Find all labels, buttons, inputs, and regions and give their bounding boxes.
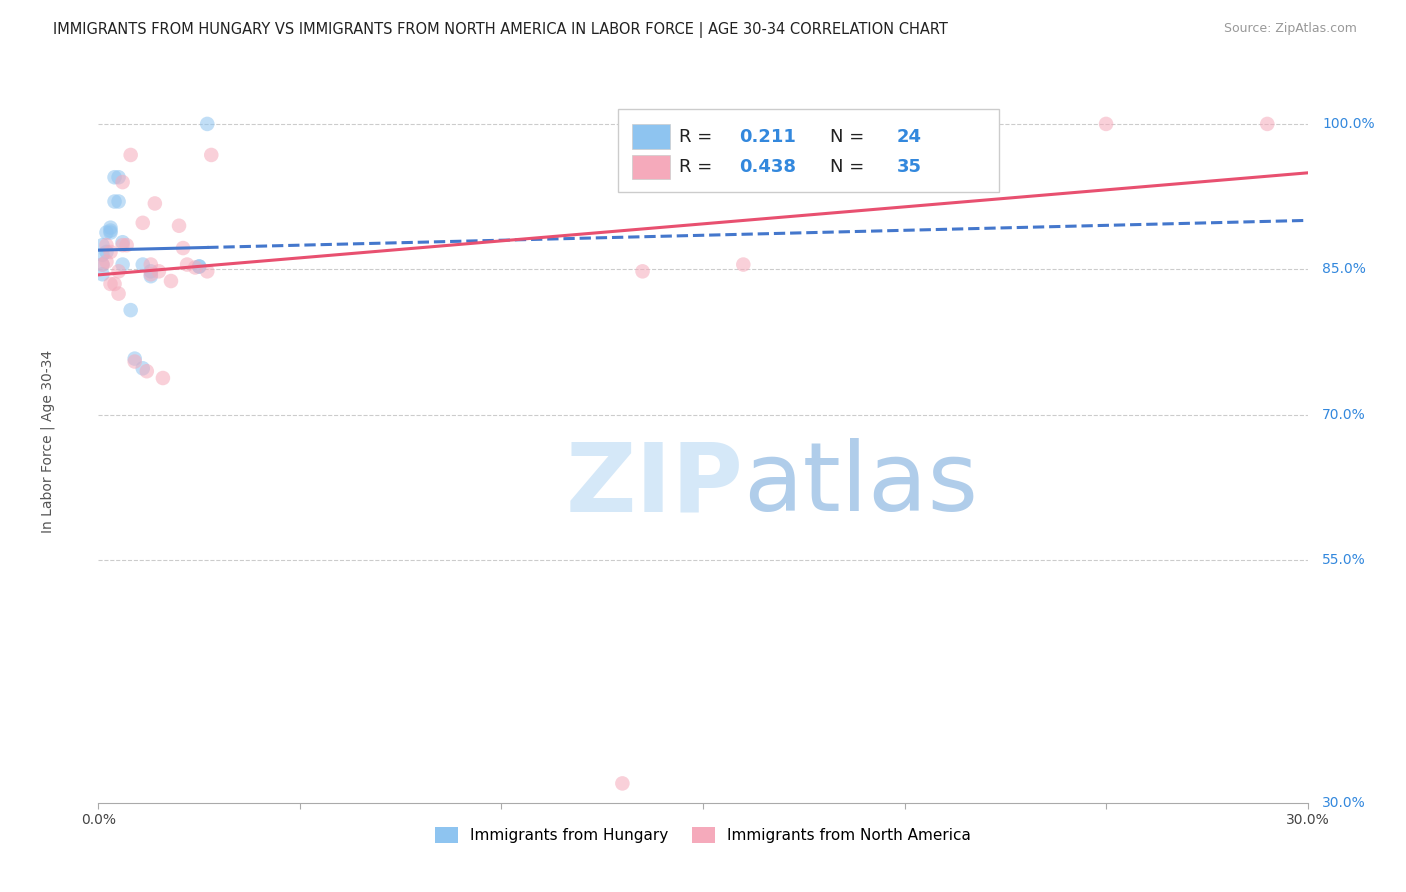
Text: N =: N = [830,158,870,176]
Point [111,238,134,252]
Point [1095,117,1118,131]
Point [733,258,755,272]
Text: 70.0%: 70.0% [1322,408,1365,422]
Legend: Immigrants from Hungary, Immigrants from North America: Immigrants from Hungary, Immigrants from… [429,822,977,849]
Point [107,264,129,278]
Point [115,238,138,252]
Point [120,303,142,318]
Point [111,258,134,272]
Point [139,258,162,272]
Point [96,226,118,240]
Point [200,148,222,162]
Point [91,248,114,262]
Point [124,351,146,366]
Point [91,258,114,272]
Point [873,117,896,131]
Text: R =: R = [679,128,718,145]
Point [100,220,122,235]
Text: R =: R = [679,158,718,176]
FancyBboxPatch shape [631,154,671,179]
Point [120,148,142,162]
Point [135,364,157,378]
Point [91,267,114,281]
Point [139,269,162,284]
Point [132,361,155,376]
Point [96,238,118,252]
Text: N =: N = [830,128,870,145]
Point [195,117,218,131]
Point [111,175,134,189]
Point [100,224,122,238]
Point [974,117,997,131]
Text: Source: ZipAtlas.com: Source: ZipAtlas.com [1223,22,1357,36]
Point [91,238,114,252]
Point [139,267,162,281]
Text: 35: 35 [897,158,921,176]
Point [111,235,134,250]
Point [139,264,162,278]
Point [100,277,122,291]
Point [91,258,114,272]
Point [167,219,190,233]
Point [631,264,654,278]
Point [152,371,174,385]
Text: 0.438: 0.438 [740,158,796,176]
Point [100,226,122,240]
Point [160,274,183,288]
Point [103,194,125,209]
Point [132,216,155,230]
Point [813,117,835,131]
FancyBboxPatch shape [631,124,671,149]
Text: 0.211: 0.211 [740,128,796,145]
Point [143,196,166,211]
Point [188,260,211,274]
Point [172,241,194,255]
FancyBboxPatch shape [619,109,1000,193]
Point [1256,117,1278,131]
Text: 100.0%: 100.0% [1322,117,1375,131]
Point [107,286,129,301]
Point [96,244,118,259]
Text: 55.0%: 55.0% [1322,553,1365,567]
Point [188,260,211,274]
Point [107,170,129,185]
Text: 30.0%: 30.0% [1322,796,1365,810]
Point [96,254,118,268]
Point [103,277,125,291]
Text: 24: 24 [897,128,921,145]
Point [124,354,146,368]
Point [176,258,198,272]
Point [132,258,155,272]
Point [107,194,129,209]
Point [195,264,218,278]
Point [612,776,634,790]
Text: 85.0%: 85.0% [1322,262,1367,277]
Text: In Labor Force | Age 30-34: In Labor Force | Age 30-34 [41,350,55,533]
Point [148,264,170,278]
Point [100,244,122,259]
Point [184,260,207,275]
Text: ZIP: ZIP [565,438,744,532]
Text: atlas: atlas [742,438,977,532]
Point [103,170,125,185]
Text: IMMIGRANTS FROM HUNGARY VS IMMIGRANTS FROM NORTH AMERICA IN LABOR FORCE | AGE 30: IMMIGRANTS FROM HUNGARY VS IMMIGRANTS FR… [53,22,948,38]
